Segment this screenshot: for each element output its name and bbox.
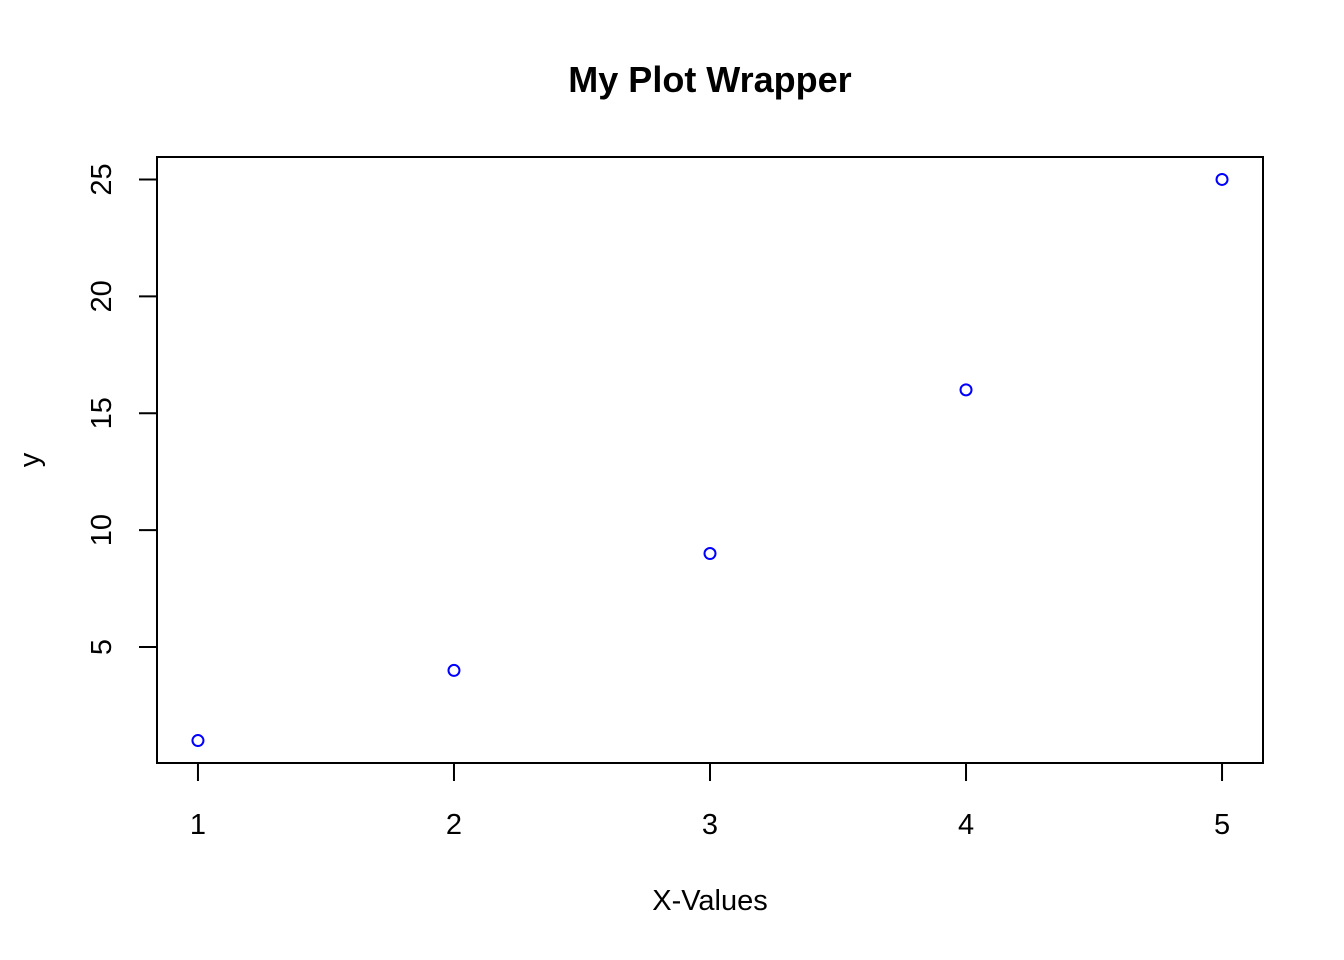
y-tick-label: 15 bbox=[86, 397, 118, 429]
y-tick-label: 20 bbox=[86, 280, 118, 312]
chart-title: My Plot Wrapper bbox=[568, 59, 851, 100]
data-point bbox=[1215, 172, 1229, 186]
plot-frame bbox=[156, 156, 1264, 764]
y-tick-label: 10 bbox=[86, 514, 118, 546]
y-tick-label: 5 bbox=[86, 639, 118, 655]
x-tick-label: 2 bbox=[446, 809, 462, 841]
x-axis-label: X-Values bbox=[652, 885, 768, 917]
y-axis-label: y bbox=[14, 452, 46, 467]
x-axis: 1 2 3 4 5 bbox=[190, 762, 1230, 841]
x-tick-label: 5 bbox=[1214, 809, 1230, 841]
data-point bbox=[703, 547, 717, 561]
data-points bbox=[191, 172, 1229, 748]
x-tick-label: 4 bbox=[958, 809, 974, 841]
y-axis: 5 10 15 20 25 bbox=[86, 163, 158, 655]
x-tick-label: 1 bbox=[190, 809, 206, 841]
y-tick-label: 25 bbox=[86, 163, 118, 195]
data-point bbox=[959, 383, 973, 397]
data-point bbox=[447, 663, 461, 677]
data-point bbox=[191, 734, 205, 748]
x-tick-label: 3 bbox=[702, 809, 718, 841]
